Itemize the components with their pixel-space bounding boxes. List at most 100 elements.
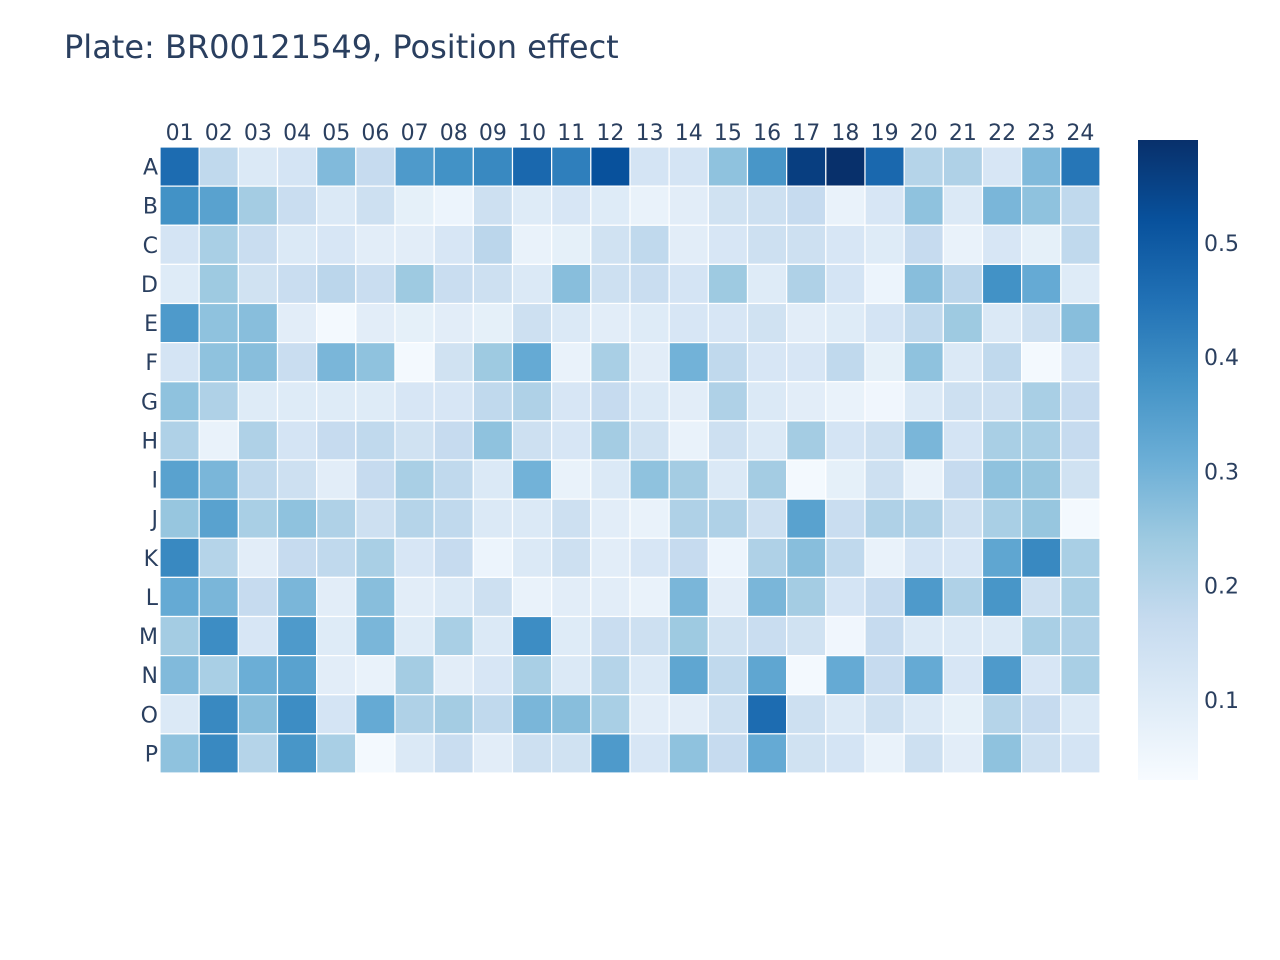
heatmap-cell-K20	[903, 537, 944, 578]
heatmap-cell-A02	[198, 146, 239, 187]
heatmap-cell-K16	[746, 537, 788, 578]
heatmap-cell-O01	[159, 694, 200, 735]
heatmap-cell-J23	[1021, 498, 1062, 539]
heatmap-cell-D08	[433, 263, 474, 305]
heatmap-cell-I04	[276, 459, 318, 500]
y-tick-label: K	[144, 547, 159, 572]
colorbar-tick-label: 0.1	[1204, 689, 1239, 714]
heatmap-cell-C02	[198, 224, 239, 265]
heatmap-cell-K11	[551, 537, 592, 578]
heatmap-cell-I11	[551, 459, 592, 500]
heatmap-cell-N16	[746, 655, 788, 696]
colorbar-tick-label: 0.2	[1204, 575, 1239, 600]
heatmap-cell-C08	[433, 224, 474, 265]
heatmap-cell-H18	[825, 420, 866, 461]
y-tick-label: L	[146, 586, 159, 611]
heatmap-cell-G17	[786, 381, 827, 422]
x-tick-label: 04	[283, 121, 311, 146]
heatmap-cell-K01	[159, 537, 200, 578]
heatmap-cell-H20	[903, 420, 944, 461]
heatmap-cell-P15	[707, 733, 749, 774]
heatmap-cell-K10	[511, 537, 553, 578]
heatmap-cell-B12	[590, 185, 631, 226]
heatmap-cell-F14	[668, 342, 709, 383]
heatmap-cell-O02	[198, 694, 239, 735]
heatmap-cell-C16	[746, 224, 788, 265]
heatmap-cell-O16	[746, 694, 788, 735]
heatmap-cell-J05	[316, 498, 357, 539]
heatmap-cell-B23	[1021, 185, 1062, 226]
heatmap-cell-J15	[707, 498, 749, 539]
heatmap-cell-G22	[981, 381, 1023, 422]
heatmap-cell-M09	[472, 615, 514, 657]
heatmap-cell-E11	[551, 302, 592, 344]
heatmap-cell-F04	[276, 342, 318, 383]
heatmap-cell-B17	[786, 185, 827, 226]
heatmap-cell-K04	[276, 537, 318, 578]
heatmap-cell-I18	[825, 459, 866, 500]
heatmap-cell-N04	[276, 655, 318, 696]
x-tick-label: 09	[479, 121, 507, 146]
heatmap-cell-H07	[394, 420, 435, 461]
heatmap-cell-C17	[786, 224, 827, 265]
heatmap-cell-N11	[551, 655, 592, 696]
heatmap-cell-N06	[355, 655, 396, 696]
heatmap-cell-E10	[511, 302, 553, 344]
heatmap-cell-N14	[668, 655, 709, 696]
heatmap-cell-F24	[1060, 342, 1101, 383]
heatmap-cell-G08	[433, 381, 474, 422]
heatmap-cell-H10	[511, 420, 553, 461]
y-tick-label: P	[145, 742, 158, 767]
heatmap-cell-D02	[198, 263, 239, 305]
heatmap-cell-A21	[942, 146, 984, 187]
heatmap-cell-G16	[746, 381, 788, 422]
heatmap-cell-A01	[159, 146, 200, 187]
heatmap-cell-L22	[981, 576, 1023, 618]
heatmap-cell-O08	[433, 694, 474, 735]
x-tick-label: 21	[949, 121, 977, 146]
heatmap-cell-G20	[903, 381, 944, 422]
heatmap-cell-G19	[864, 381, 905, 422]
heatmap-cell-D15	[707, 263, 749, 305]
heatmap-cell-J08	[433, 498, 474, 539]
heatmap-cell-M12	[590, 615, 631, 657]
x-tick-label: 15	[714, 121, 742, 146]
heatmap-cell-I06	[355, 459, 396, 500]
heatmap-cell-K19	[864, 537, 905, 578]
heatmap-cell-B11	[551, 185, 592, 226]
heatmap-cell-L03	[237, 576, 279, 618]
heatmap-cell-G07	[394, 381, 435, 422]
heatmap-cell-C14	[668, 224, 709, 265]
x-tick-label: 19	[871, 121, 899, 146]
heatmap-cell-A06	[355, 146, 396, 187]
heatmap-cell-N03	[237, 655, 279, 696]
heatmap-cell-H17	[786, 420, 827, 461]
heatmap-cell-D17	[786, 263, 827, 305]
heatmap-cell-D18	[825, 263, 866, 305]
x-tick-label: 16	[753, 121, 781, 146]
heatmap-cell-P17	[786, 733, 827, 774]
colorbar-tick-label: 0.3	[1204, 460, 1239, 485]
heatmap-cell-F20	[903, 342, 944, 383]
heatmap-cell-E07	[394, 302, 435, 344]
heatmap-cell-H22	[981, 420, 1023, 461]
heatmap-cell-K09	[472, 537, 514, 578]
heatmap-cell-B22	[981, 185, 1023, 226]
heatmap-cell-M22	[981, 615, 1023, 657]
heatmap-cell-F11	[551, 342, 592, 383]
heatmap-cell-B21	[942, 185, 984, 226]
heatmap-cell-D11	[551, 263, 592, 305]
heatmap-cell-M03	[237, 615, 279, 657]
heatmap-cell-F12	[590, 342, 631, 383]
heatmap-cell-F05	[316, 342, 357, 383]
heatmap-cell-K15	[707, 537, 749, 578]
heatmap-cell-B15	[707, 185, 749, 226]
heatmap-cell-J18	[825, 498, 866, 539]
heatmap-cell-I16	[746, 459, 788, 500]
heatmap-cell-K18	[825, 537, 866, 578]
heatmap-cell-D19	[864, 263, 905, 305]
heatmap-cell-D05	[316, 263, 357, 305]
heatmap-cell-O15	[707, 694, 749, 735]
heatmap-cell-A24	[1060, 146, 1101, 187]
